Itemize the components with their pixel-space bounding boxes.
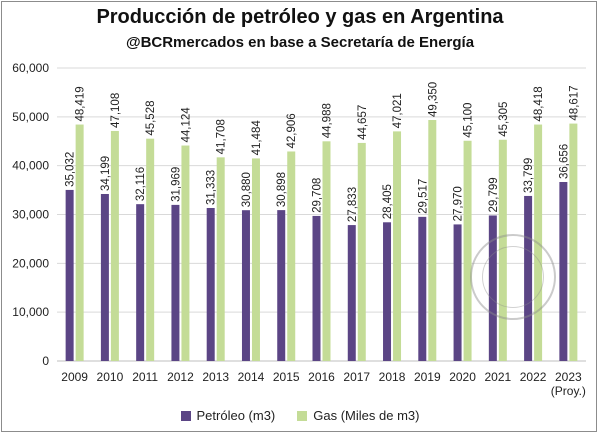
x-tick-sublabel: (Proy.)	[551, 384, 586, 398]
data-label-gas: 45,528	[145, 100, 157, 135]
bar-gas	[287, 151, 296, 361]
x-tick-label: 2019	[414, 370, 441, 384]
data-label-petroleo: 29,708	[312, 178, 324, 213]
data-label-gas: 47,021	[392, 93, 404, 128]
y-tick-label: 50,000	[12, 110, 49, 124]
y-tick-label: 30,000	[12, 208, 49, 222]
data-label-gas: 41,708	[216, 119, 228, 154]
bar-gas	[110, 130, 119, 361]
bar-petroleo	[171, 204, 180, 361]
chart-subtitle: @BCRmercados en base a Secretaría de Ene…	[125, 34, 475, 51]
bar-petroleo	[347, 225, 356, 361]
bar-gas	[146, 138, 155, 361]
x-tick-label: 2012	[167, 370, 194, 384]
x-tick-label: 2009	[61, 370, 88, 384]
bar-petroleo	[559, 181, 568, 361]
data-label-petroleo: 31,333	[206, 170, 218, 205]
bar-petroleo	[241, 210, 250, 361]
bar-petroleo	[277, 210, 286, 361]
data-label-petroleo: 32,116	[135, 167, 147, 201]
x-tick-label: 2017	[343, 370, 370, 384]
data-label-gas: 49,350	[427, 82, 439, 117]
bar-petroleo	[418, 216, 427, 361]
bar-petroleo	[312, 215, 321, 361]
chart-title: Producción de petróleo y gas en Argentin…	[96, 6, 504, 28]
bar-gas	[463, 140, 472, 361]
data-label-gas: 48,617	[568, 85, 580, 120]
bar-gas	[428, 120, 437, 361]
x-tick-label: 2010	[97, 370, 124, 384]
bar-gas	[216, 157, 225, 361]
bar-petroleo	[453, 224, 462, 361]
data-label-petroleo: 29,799	[488, 177, 500, 212]
data-label-gas: 44,124	[180, 107, 192, 143]
data-label-petroleo: 27,833	[347, 187, 359, 222]
y-tick-label: 60,000	[12, 61, 49, 75]
data-label-petroleo: 27,970	[453, 186, 465, 221]
data-label-petroleo: 36,656	[558, 144, 570, 179]
legend-item-gas: Gas (Miles de m3)	[297, 408, 419, 423]
x-tick-label: 2020	[449, 370, 476, 384]
data-label-gas: 47,108	[110, 93, 122, 128]
bar-gas	[181, 145, 190, 361]
x-tick-label: 2018	[379, 370, 406, 384]
data-label-gas: 42,906	[286, 113, 298, 148]
bar-petroleo	[206, 207, 215, 361]
bar-petroleo	[383, 222, 392, 361]
bar-petroleo	[100, 193, 109, 361]
data-label-gas: 44,988	[322, 103, 334, 138]
bar-petroleo	[136, 204, 145, 361]
seal-watermark	[470, 234, 556, 320]
bar-gas	[393, 131, 402, 361]
x-tick-label: 2022	[520, 370, 547, 384]
data-label-petroleo: 34,199	[100, 156, 112, 191]
y-tick-label: 20,000	[12, 256, 49, 270]
data-label-petroleo: 33,799	[523, 158, 535, 193]
bar-gas	[251, 158, 260, 361]
data-label-petroleo: 29,517	[417, 179, 429, 214]
x-tick-label: 2014	[238, 370, 265, 384]
data-label-gas: 44,657	[357, 105, 369, 140]
legend-item-petroleo: Petróleo (m3)	[180, 408, 276, 423]
data-label-petroleo: 35,032	[65, 152, 77, 187]
legend-label-petroleo: Petróleo (m3)	[196, 408, 276, 423]
y-tick-label: 40,000	[12, 159, 49, 173]
y-tick-label: 10,000	[12, 305, 49, 319]
bar-gas	[357, 142, 366, 361]
data-label-gas: 48,419	[75, 86, 87, 121]
y-tick-label: 0	[42, 354, 49, 368]
data-label-gas: 45,305	[498, 102, 510, 137]
x-tick-label: 2013	[202, 370, 229, 384]
data-label-petroleo: 31,969	[170, 167, 182, 202]
chart-legend: Petróleo (m3) Gas (Miles de m3)	[0, 408, 600, 423]
data-label-gas: 45,100	[463, 103, 475, 138]
bar-petroleo	[65, 189, 74, 361]
data-label-gas: 48,418	[533, 86, 545, 121]
data-label-petroleo: 30,880	[241, 172, 253, 207]
bar-gas	[75, 124, 84, 361]
x-tick-label: 2015	[273, 370, 300, 384]
bar-gas	[322, 141, 331, 361]
x-tick-label: 2016	[308, 370, 335, 384]
legend-label-gas: Gas (Miles de m3)	[313, 408, 420, 423]
x-tick-label: 2023	[555, 370, 582, 384]
seal-inner-ring	[482, 246, 544, 308]
x-tick-label: 2011	[132, 370, 158, 384]
data-label-gas: 41,484	[251, 120, 263, 156]
legend-swatch-gas	[297, 410, 308, 421]
x-tick-label: 2021	[484, 370, 511, 384]
bar-gas	[569, 123, 578, 362]
data-label-petroleo: 30,898	[276, 172, 288, 207]
data-label-petroleo: 28,405	[382, 184, 394, 219]
legend-swatch-petroleo	[180, 410, 191, 421]
